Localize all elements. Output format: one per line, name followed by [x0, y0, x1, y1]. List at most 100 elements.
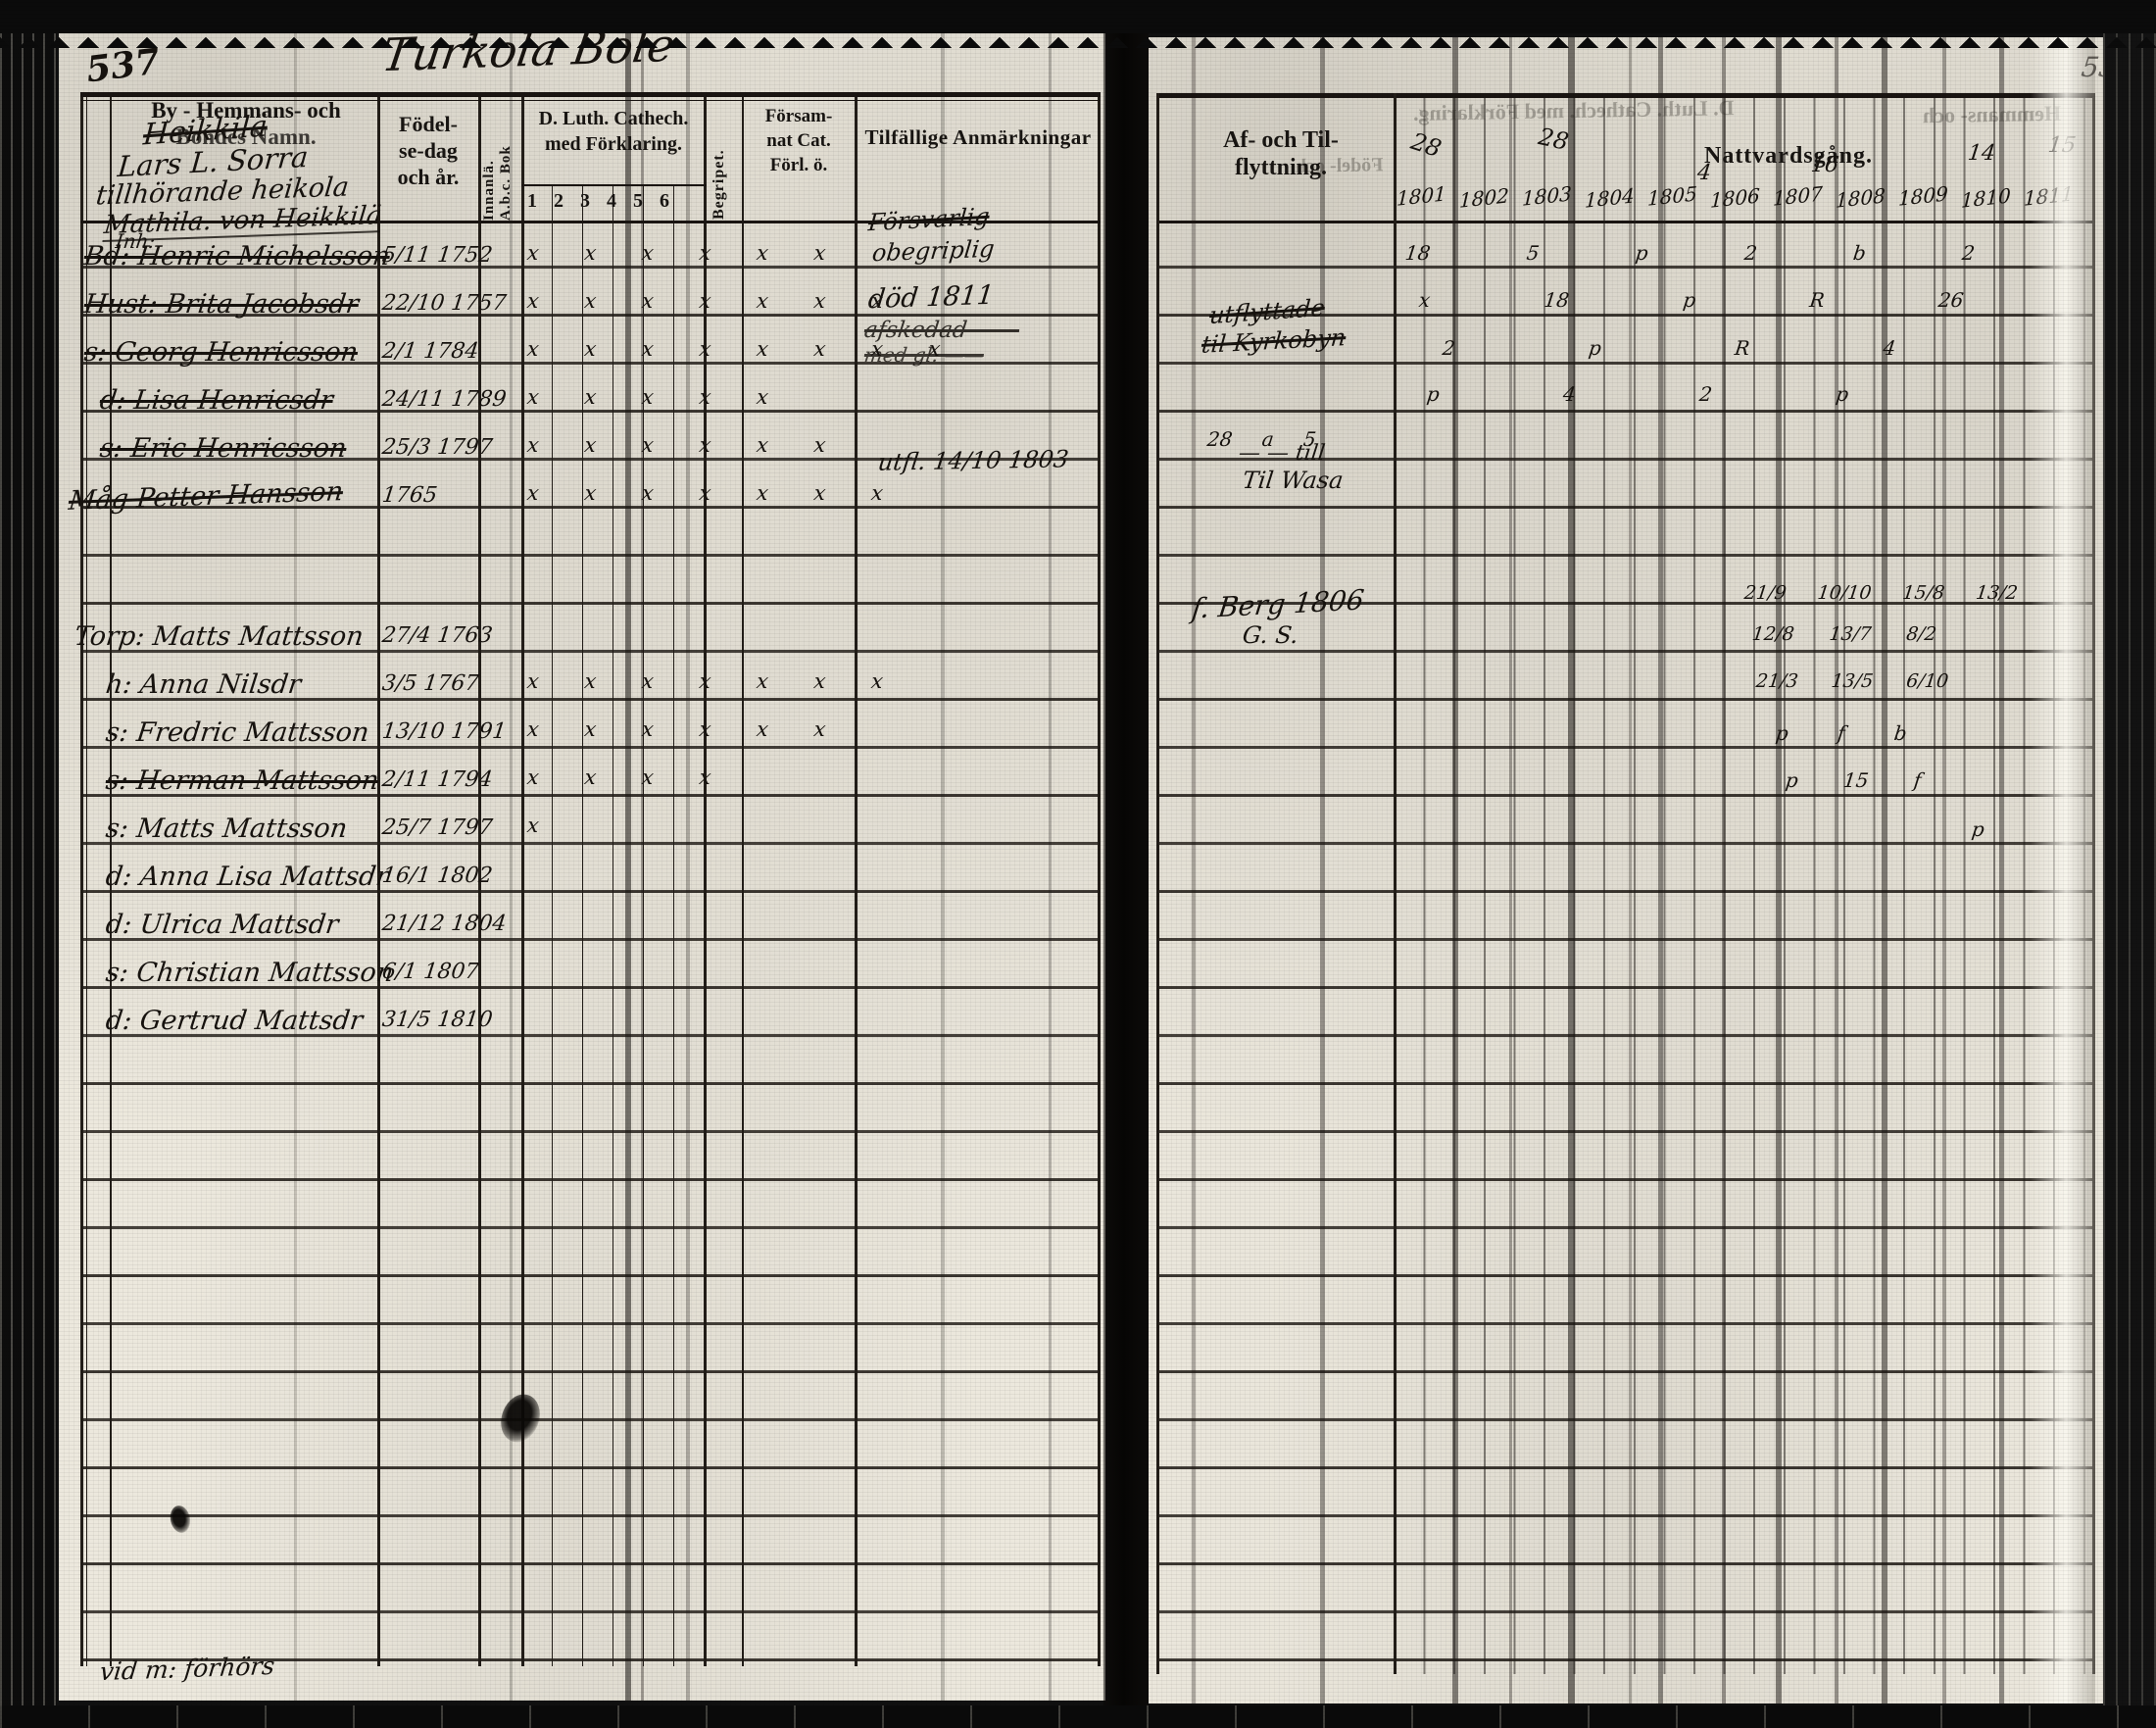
header-abc-vertical: A.b.c. Bok: [498, 145, 514, 221]
scan-streak: [686, 29, 690, 1701]
left-page: 537 Turkola Böle By - Hemmans- och Bonde…: [59, 19, 1105, 1701]
communion-marks: 28 a 5: [1205, 427, 1318, 451]
header-nattvardsgang: Nattvardsgång.: [1703, 143, 1873, 169]
ink-smudge: [168, 1504, 193, 1535]
year-label: 1803: [1521, 181, 1573, 211]
paper-texture: [1149, 37, 2107, 1703]
scan-streak: [1722, 37, 1726, 1703]
scan-streak: [1509, 37, 1512, 1703]
scan-streak: [1835, 37, 1838, 1703]
communion-marks: 2 p R 4: [1441, 336, 1897, 360]
catechism-marks: x: [525, 814, 543, 837]
record-name: Hust: Brita Jacobsdr: [82, 289, 361, 320]
year-label: 1802: [1458, 183, 1510, 213]
bleedthrough-text: D. Luth. Cathech. med Förklaring.: [1412, 95, 1735, 125]
ink-smudge: [494, 1389, 547, 1448]
header-aftil-line2: flyttning.: [1234, 155, 1327, 180]
record-birthdate: 13/10 1791: [380, 719, 508, 744]
book-gutter: [1103, 0, 1149, 1728]
communion-marks: x 18 p R 26: [1417, 288, 1965, 312]
header-birth-line2: se-dag: [399, 138, 458, 163]
scan-streak: [510, 29, 513, 1701]
table-border: [1156, 93, 1159, 1674]
year-label: 1808: [1835, 183, 1886, 213]
bottom-note: vid m: förhörs: [98, 1651, 276, 1687]
move-entry: Til Wasa: [1241, 467, 1346, 494]
year-label: 1807: [1772, 181, 1824, 211]
annotation: utfl. 14/10 1803: [876, 445, 1070, 476]
move-entry: f. Berg 1806: [1190, 583, 1366, 625]
record-name: d: Anna Lisa Mattsdr: [104, 862, 391, 892]
scan-streak: [1882, 37, 1887, 1703]
record-name: s: Fredric Mattsson: [104, 717, 371, 748]
column-line: [704, 92, 707, 1666]
header-mark: 14: [1966, 141, 1997, 166]
table-top-rule: [80, 92, 1101, 97]
record-name: s: Eric Henricsson: [98, 433, 349, 464]
subheader-rule: [521, 184, 707, 186]
scan-left-edge: [0, 0, 57, 1728]
scan-streak: [625, 29, 631, 1701]
header-names-line2: Bondes Namn.: [175, 124, 317, 149]
header-abc-vertical: Innanlä.: [481, 160, 497, 221]
record-birthdate: 5/11 1752: [380, 243, 494, 268]
communion-marks: p: [1970, 817, 1986, 841]
scan-streak: [1629, 37, 1632, 1703]
communion-marks: p 4 2 p: [1425, 382, 1850, 406]
communion-marks: p 15 f: [1784, 768, 1923, 792]
record-name: Bd: Henric Michelsson: [82, 241, 392, 272]
header-anm: Tilfällige Anmärkningar: [864, 125, 1092, 149]
move-entry: utflyttade: [1208, 293, 1326, 330]
header-forsam-line1: Försam-: [764, 106, 833, 126]
table-border: [1098, 92, 1101, 1666]
header-begripet-vertical: Begripet.: [710, 149, 727, 220]
move-entry: til Kyrkobyn: [1200, 323, 1348, 359]
communion-marks: p f b: [1774, 721, 1909, 745]
header-forsam-line2: nat Cat.: [766, 130, 831, 151]
communion-grid: [1396, 93, 2094, 1674]
scan-streak: [1452, 37, 1458, 1703]
catechism-marks: x x x x x x x: [525, 669, 887, 693]
catechism-marks: x x x x x x x: [525, 481, 887, 505]
header-cat-line2: med Förklaring.: [545, 133, 682, 155]
page-number: 537: [83, 40, 163, 91]
record-birthdate: 24/11 1789: [380, 387, 508, 412]
communion-marks: 18 5 p 2 b 2: [1403, 241, 1977, 265]
annotation: afskedad ——: [862, 318, 1021, 343]
communion-marks: 21/3 13/5 6/10: [1754, 670, 1950, 692]
record-birthdate: 31/5 1810: [380, 1008, 494, 1032]
header-birth-line3: och år.: [397, 165, 460, 189]
scan-right-edge: [2103, 0, 2156, 1728]
header-mark: 16: [1809, 153, 1840, 177]
annotation: obegriplig: [870, 234, 997, 268]
record-birthdate: 27/4 1763: [380, 623, 494, 648]
scan-streak: [1049, 29, 1052, 1701]
record-birthdate: 21/12 1804: [380, 912, 508, 936]
communion-marks: 21/9 10/10 15/8 13/2: [1742, 582, 2020, 604]
scan-streak: [294, 29, 297, 1701]
scan-streak: [641, 29, 644, 1701]
move-entry: G. S.: [1241, 621, 1300, 649]
header-mark: 28: [1407, 126, 1446, 164]
year-label: 1804: [1584, 183, 1636, 213]
page-edge-highlight: [2031, 37, 2095, 1703]
header-birth-line1: Födel-: [399, 112, 458, 136]
catechism-marks: x x x x x x: [525, 433, 829, 457]
record-birthdate: 3/5 1767: [380, 671, 480, 696]
header-forsam-line3: Förl. ö.: [769, 155, 828, 175]
record-birthdate: 25/7 1797: [380, 815, 494, 840]
record-name: Måg Petter Hansson: [67, 476, 345, 517]
record-birthdate: 25/3 1797: [380, 435, 494, 460]
header-cat-subcols: 1 2 3 4 5 6: [527, 190, 669, 212]
header-mark: 28: [1536, 123, 1572, 156]
scan-streak: [1320, 37, 1325, 1703]
scan-streak: [1776, 37, 1782, 1703]
year-label: 1806: [1709, 183, 1761, 213]
year-label: 1809: [1897, 181, 1949, 211]
record-name: h: Anna Nilsdr: [104, 669, 303, 700]
scan-streak: [1942, 37, 1946, 1703]
column-line: [1394, 93, 1396, 1674]
header-bottom-rule: [1156, 221, 2094, 223]
header-aftil-line1: Af- och Til-: [1223, 127, 1339, 153]
